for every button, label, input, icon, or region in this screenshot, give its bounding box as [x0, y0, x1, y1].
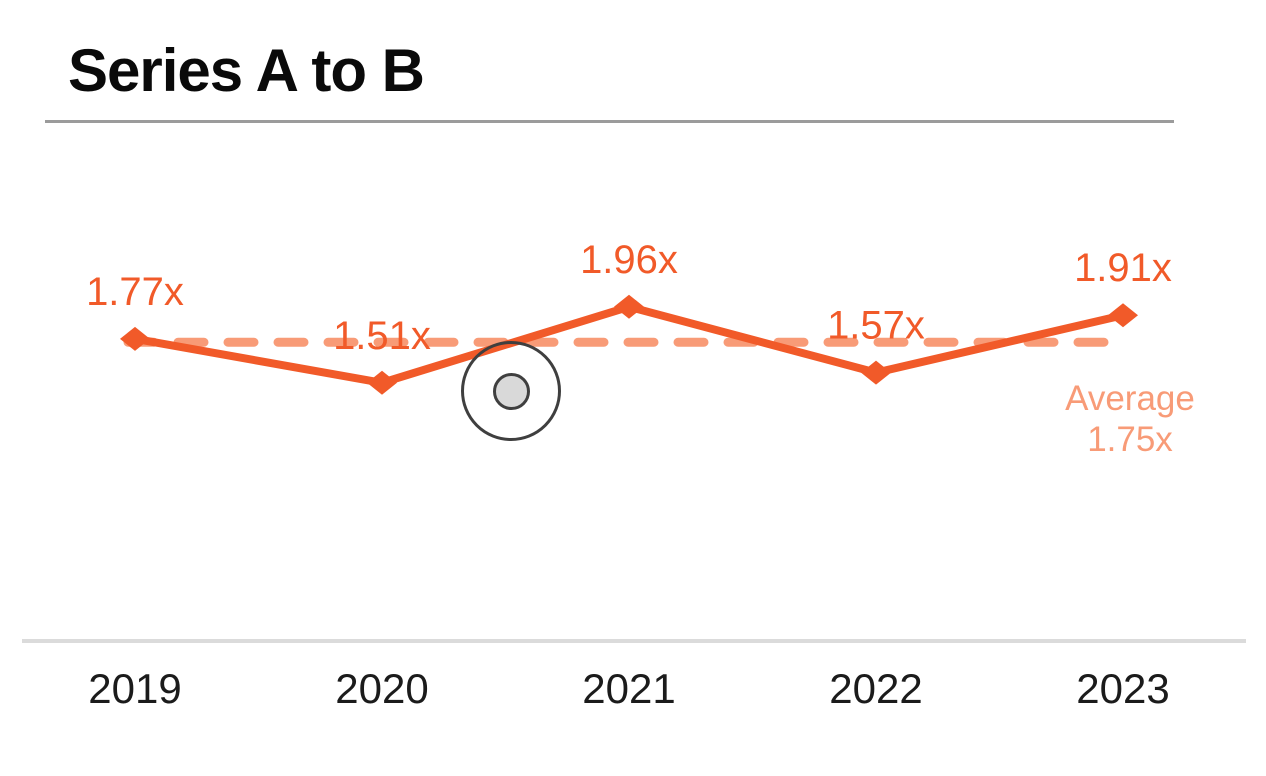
data-point-marker: [367, 370, 397, 395]
page-title: Series A to B: [68, 37, 425, 104]
title-rule: [45, 120, 1174, 123]
data-point-label: 1.57x: [827, 304, 925, 348]
average-label-line1: Average: [1065, 379, 1195, 418]
x-axis-label-2023: 2023: [1076, 665, 1170, 712]
data-point-label: 1.91x: [1074, 246, 1172, 290]
x-axis-line: [22, 639, 1246, 643]
click-indicator-outer-ring: [461, 341, 561, 441]
x-axis-label-2019: 2019: [88, 665, 182, 712]
average-line-label: Average 1.75x: [1035, 378, 1225, 460]
data-point-marker: [614, 294, 644, 319]
data-point-marker: [861, 360, 891, 385]
data-point-label: 1.96x: [580, 238, 678, 282]
data-point-label: 1.77x: [86, 270, 184, 314]
data-point-label: 1.51x: [333, 314, 431, 358]
x-axis-label-2022: 2022: [829, 665, 923, 712]
x-axis-label-2020: 2020: [335, 665, 429, 712]
x-axis-label-2021: 2021: [582, 665, 676, 712]
data-point-marker: [1108, 303, 1138, 328]
click-indicator-dot: [493, 373, 530, 410]
data-point-marker: [120, 326, 150, 351]
average-label-line2: 1.75x: [1087, 420, 1173, 459]
